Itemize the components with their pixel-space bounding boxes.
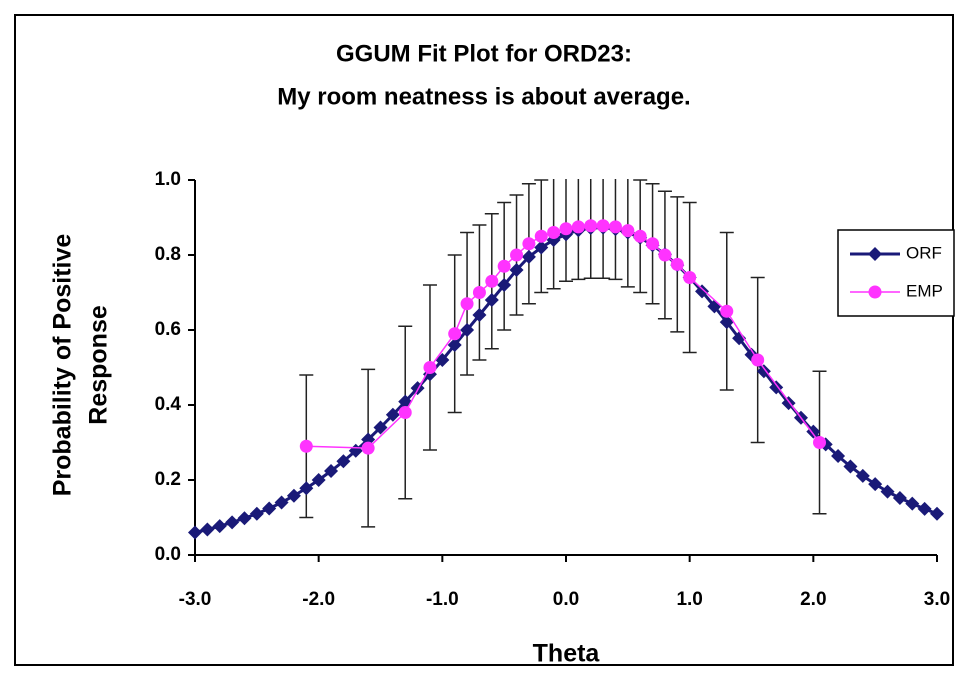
point [472, 308, 487, 322]
point [930, 506, 944, 521]
point [855, 468, 870, 483]
legend-label: EMP [906, 281, 943, 300]
x-tick-label: 1.0 [676, 589, 702, 610]
point [522, 237, 536, 251]
point [633, 229, 647, 243]
point [324, 464, 339, 478]
point [732, 331, 747, 346]
point [262, 501, 277, 516]
point [547, 226, 561, 239]
x-axis-label: Theta [533, 640, 601, 668]
point [917, 501, 932, 516]
y-tick-label: 1.0 [155, 169, 181, 190]
point [249, 506, 264, 521]
point [311, 473, 326, 487]
point [521, 249, 536, 264]
point [237, 511, 252, 526]
point [584, 219, 598, 233]
point [559, 222, 573, 236]
x-tick-label: -2.0 [302, 589, 335, 610]
point [670, 257, 684, 271]
x-tick-label: 0.0 [553, 589, 579, 610]
y-tick-label: 0.2 [155, 469, 181, 490]
point [769, 380, 784, 395]
y-axis-label: Response [85, 305, 113, 425]
point [447, 338, 462, 352]
point [460, 297, 474, 311]
point [497, 278, 512, 292]
y-tick-label: 0.6 [155, 319, 181, 340]
x-tick-label: -3.0 [179, 589, 212, 610]
y-tick-label: 0.4 [155, 394, 182, 415]
point [813, 436, 827, 449]
point [472, 286, 486, 299]
point [212, 519, 227, 534]
point [225, 515, 240, 530]
y-tick-label: 0.0 [155, 544, 181, 565]
x-tick-label: 3.0 [924, 589, 950, 610]
point [485, 274, 499, 288]
point [373, 420, 388, 435]
chart-title: GGUM Fit Plot for ORD23: [336, 40, 632, 67]
point [892, 491, 907, 505]
y-axis-label: Probability of Positive [49, 234, 77, 497]
point [274, 495, 289, 510]
point [905, 496, 920, 511]
point [497, 259, 511, 273]
point [385, 407, 400, 422]
point [658, 248, 672, 262]
point [510, 248, 524, 262]
point [484, 293, 499, 307]
point [608, 220, 622, 234]
y-tick-label: 0.8 [155, 244, 181, 265]
point [806, 424, 821, 439]
point [286, 488, 301, 503]
plot-area [188, 179, 944, 540]
point [880, 484, 895, 499]
chart-frame [14, 14, 954, 666]
x-tick-label: -1.0 [426, 589, 459, 610]
chart-title: My room neatness is about average. [277, 83, 690, 110]
legend-label: ORF [906, 243, 942, 262]
legend-marker [868, 285, 882, 299]
point [299, 439, 313, 453]
point [596, 219, 610, 233]
point [361, 441, 375, 455]
point [751, 353, 765, 367]
point [299, 481, 314, 496]
point [460, 323, 475, 337]
point [336, 454, 351, 469]
point [831, 449, 846, 463]
point [868, 477, 883, 492]
legend-box [837, 229, 955, 317]
point [423, 361, 437, 374]
point [646, 237, 660, 251]
point [509, 263, 524, 277]
point [188, 525, 202, 540]
x-tick-label: 2.0 [800, 589, 826, 610]
point [695, 284, 710, 299]
point [683, 271, 697, 284]
point [398, 406, 412, 419]
point [720, 304, 734, 318]
point [200, 522, 215, 537]
legend-marker [868, 247, 882, 261]
point [571, 220, 585, 234]
point [534, 240, 549, 255]
point [719, 315, 734, 330]
point [448, 327, 462, 341]
point [621, 224, 635, 238]
point [756, 364, 771, 379]
point [843, 459, 858, 474]
point [534, 229, 548, 243]
